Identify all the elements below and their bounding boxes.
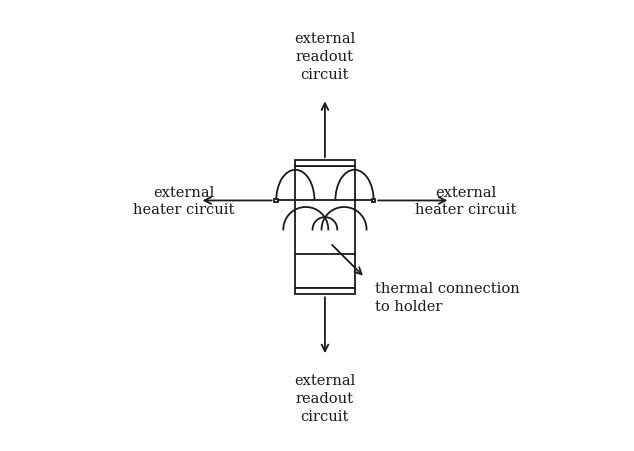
Text: thermal connection
to holder: thermal connection to holder (375, 281, 520, 313)
Text: external
heater circuit: external heater circuit (415, 185, 517, 217)
Bar (295, 167, 354, 289)
Bar (295, 289, 354, 295)
Bar (372, 199, 375, 203)
Text: external
readout
circuit: external readout circuit (294, 32, 356, 82)
Bar (295, 161, 354, 167)
Text: external
readout
circuit: external readout circuit (294, 373, 356, 423)
Text: external
heater circuit: external heater circuit (133, 185, 235, 217)
Bar (275, 199, 278, 203)
